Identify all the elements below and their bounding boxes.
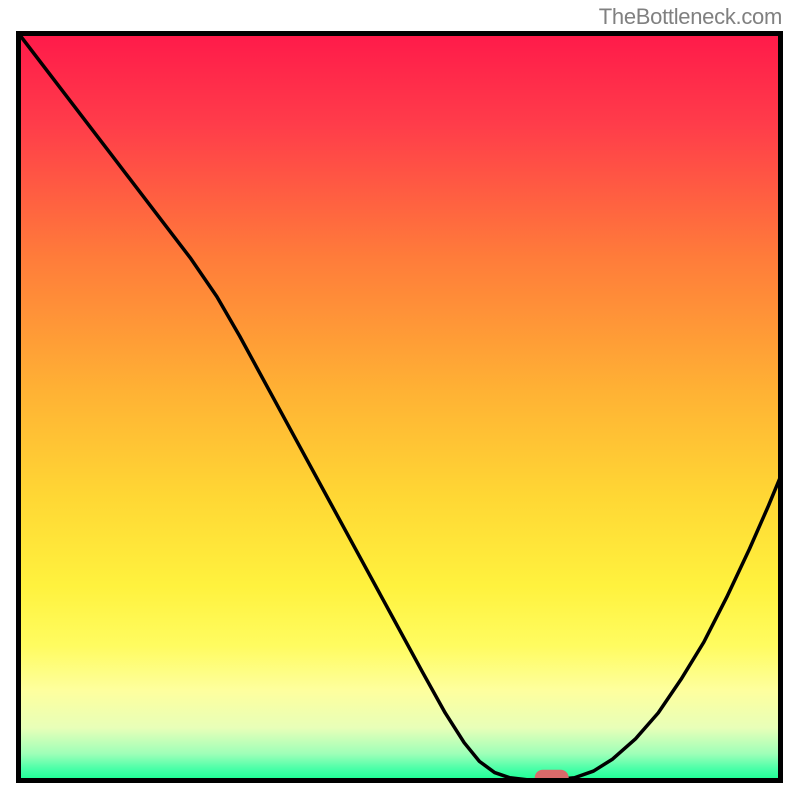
chart-background: [19, 34, 780, 780]
chart-svg: [16, 31, 783, 783]
watermark-text: TheBottleneck.com: [599, 4, 782, 30]
bottleneck-chart: [16, 31, 783, 783]
